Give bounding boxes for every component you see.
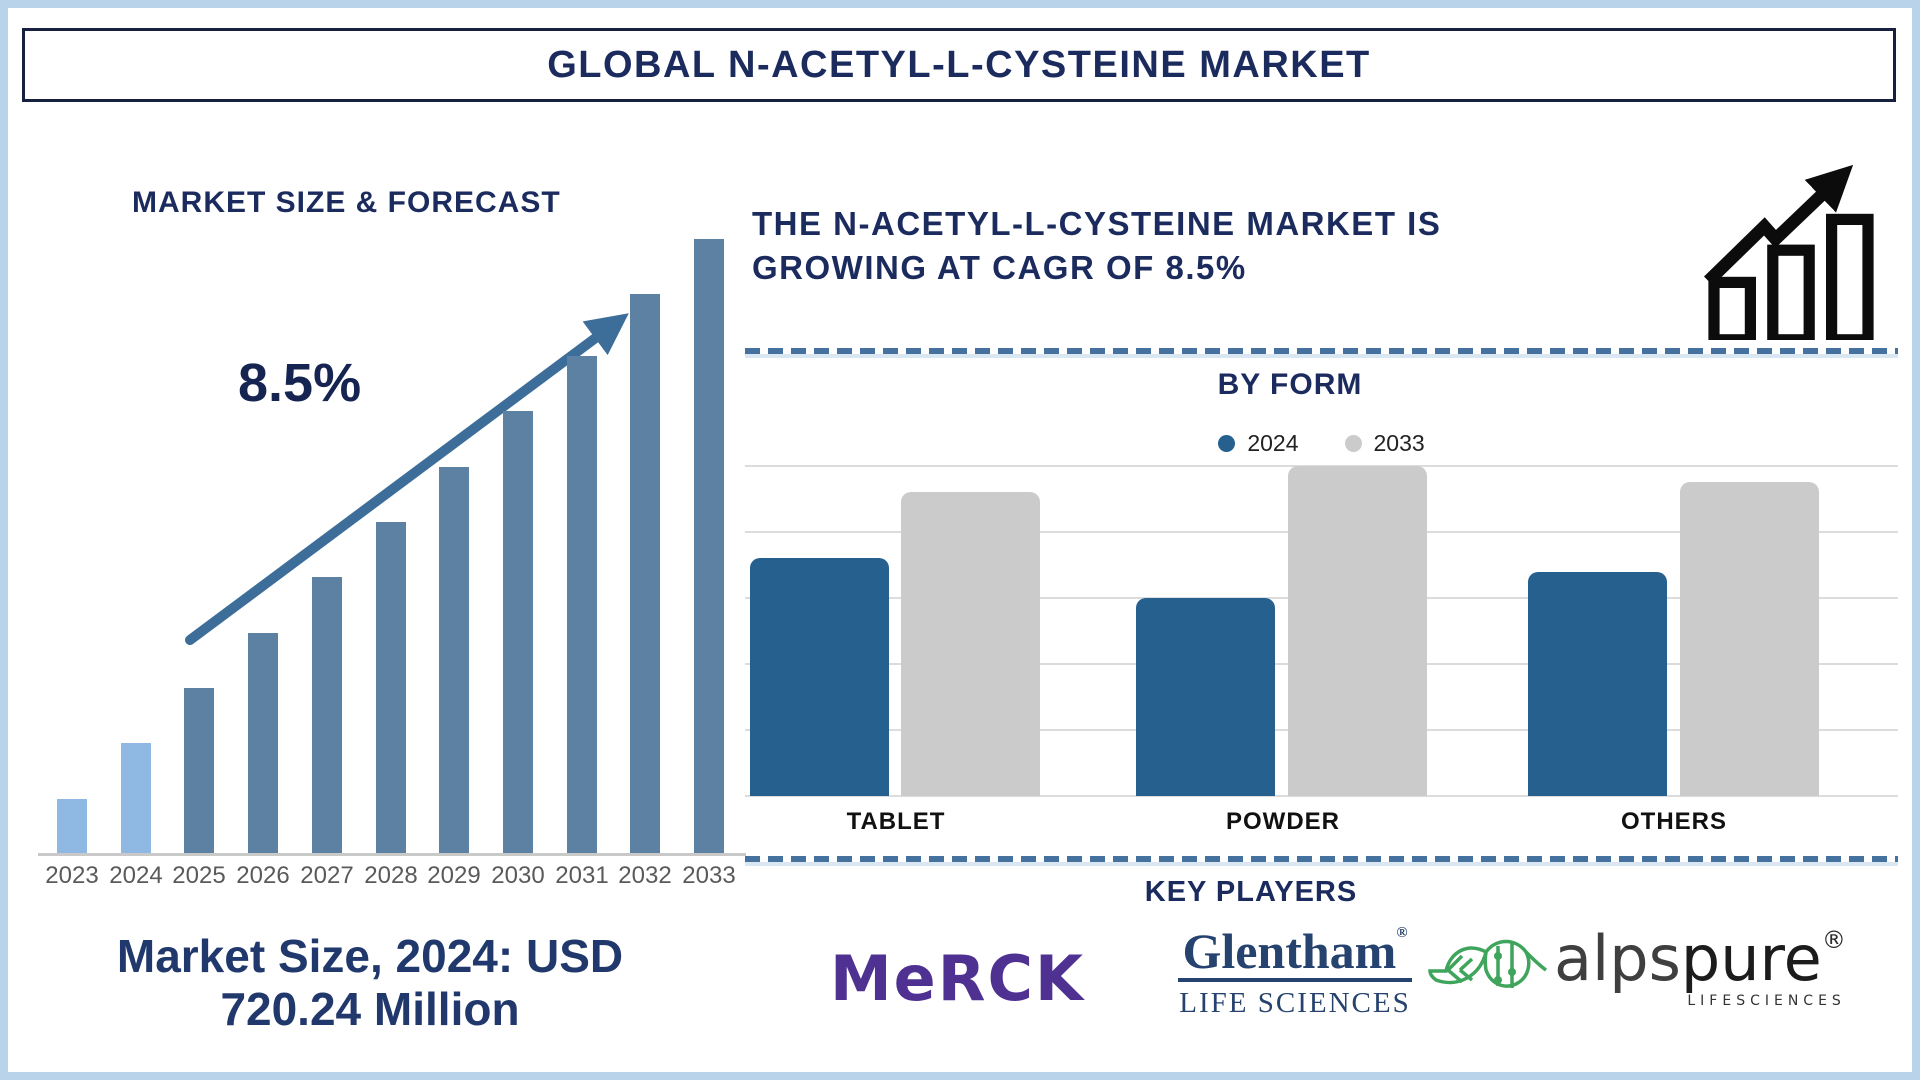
year-label-2028: 2028	[364, 862, 418, 889]
year-label-2025: 2025	[172, 862, 226, 889]
legend-label-2024: 2024	[1247, 429, 1299, 456]
year-label-2026: 2026	[236, 862, 290, 889]
gridline-5	[745, 795, 1898, 797]
x-axis-line	[38, 853, 746, 856]
merck-logo: MeRCK	[800, 938, 1115, 1018]
caption-line-2: 720.24 Million	[220, 983, 520, 1036]
market-size-bars	[40, 236, 746, 854]
by-form-bar-powder-2033	[1288, 466, 1427, 796]
market-size-bar-2029	[439, 467, 469, 854]
caption-line-1: Market Size, 2024: USD	[116, 930, 624, 982]
market-size-bar-2024	[121, 743, 151, 854]
category-label-tablet: TABLET	[846, 808, 946, 835]
market-size-year-labels: 2023 2024 2025 2026 2027 2028 2029 2030 2031 2032…	[40, 862, 746, 892]
alpspure-registered-mark: ®	[1821, 926, 1846, 954]
alpspure-subtitle: LIFESCIENCES	[1687, 993, 1846, 1009]
key-players-title: KEY PLAYERS	[1144, 876, 1358, 908]
legend-label-2033: 2033	[1373, 429, 1425, 456]
dashed-divider-bottom	[745, 856, 1898, 862]
market-size-bar-2027	[312, 577, 342, 854]
market-size-bar-2028	[376, 522, 406, 854]
year-label-2031: 2031	[555, 862, 609, 889]
market-size-bar-2026	[248, 633, 278, 854]
by-form-category-labels: TABLET POWDER OTHERS	[745, 808, 1898, 838]
glentham-wordmark: Glentham®	[1178, 925, 1412, 982]
alpspure-dna-leaf-icon	[1428, 939, 1547, 988]
market-size-bar-2032	[630, 294, 660, 854]
year-label-2023: 2023	[45, 862, 99, 889]
market-size-bar-2023	[57, 799, 87, 854]
market-size-bar-2031	[567, 356, 597, 854]
merck-wordmark: MeRCK	[829, 941, 1086, 1015]
by-form-bar-others-2024	[1528, 572, 1667, 796]
by-form-bar-tablet-2024	[750, 558, 889, 796]
market-growth-headline: THE N-ACETYL-L-CYSTEINE MARKET IS GROWIN…	[752, 202, 1612, 290]
year-label-2029: 2029	[427, 862, 481, 889]
market-size-bar-2030	[503, 411, 533, 854]
legend-dot-2033	[1344, 434, 1362, 452]
glentham-registered-mark: ®	[1396, 925, 1408, 941]
year-label-2030: 2030	[491, 862, 545, 889]
year-label-2033: 2033	[682, 862, 736, 889]
by-form-title: BY FORM	[1217, 368, 1363, 401]
glentham-subtitle: LIFE SCIENCES	[1179, 987, 1411, 1019]
by-form-bar-powder-2024	[1136, 598, 1275, 796]
title-bar: GLOBAL N-ACETYL-L-CYSTEINE MARKET	[22, 28, 1896, 102]
cagr-label: 8.5%	[238, 353, 362, 413]
market-size-bar-2033	[694, 239, 724, 854]
dashed-divider-top	[745, 348, 1898, 354]
growth-arrow	[185, 313, 629, 645]
market-size-caption: Market Size, 2024: USD 720.24 Million	[50, 930, 690, 1037]
page-title: GLOBAL N-ACETYL-L-CYSTEINE MARKET	[547, 44, 1371, 86]
legend-item-2033: 2033	[1344, 429, 1425, 457]
headline-line-2: GROWING AT CAGR OF 8.5%	[752, 248, 1247, 286]
by-form-bar-tablet-2033	[901, 492, 1040, 796]
growth-chart-icon	[1704, 164, 1874, 340]
market-size-heading: MARKET SIZE & FORECAST	[132, 186, 561, 219]
year-label-2032: 2032	[618, 862, 672, 889]
legend-dot-2024	[1218, 434, 1236, 452]
alpspure-word-alps: alps	[1554, 922, 1681, 995]
category-label-others: OTHERS	[1620, 808, 1728, 835]
market-size-bar-2025	[184, 688, 214, 854]
legend-item-2024: 2024	[1218, 429, 1299, 457]
year-label-2027: 2027	[300, 862, 354, 889]
year-label-2024: 2024	[109, 862, 163, 889]
headline-line-1: THE N-ACETYL-L-CYSTEINE MARKET IS	[752, 205, 1442, 242]
alpspure-word-pure: pure	[1680, 922, 1822, 995]
by-form-bar-others-2033	[1680, 482, 1819, 796]
by-form-chart	[745, 465, 1898, 797]
alpspure-logo: alpspure® LIFESCIENCES	[1428, 928, 1898, 1038]
category-label-powder: POWDER	[1226, 808, 1340, 835]
by-form-legend: 2024 2033	[745, 430, 1898, 456]
glentham-logo: Glentham® LIFE SCIENCES	[1150, 926, 1440, 1020]
